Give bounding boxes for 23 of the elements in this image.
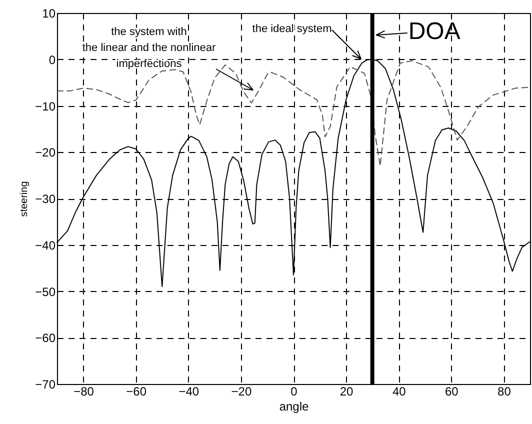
x-tick-label: −60 xyxy=(126,384,147,398)
y-axis-title: steering xyxy=(19,181,30,217)
y-tick-label: −30 xyxy=(35,192,56,206)
y-tick-label: −10 xyxy=(35,99,56,114)
y-tick-label: −40 xyxy=(35,238,56,252)
x-tick-label: −20 xyxy=(231,384,252,398)
x-tick-label: −80 xyxy=(74,384,94,398)
y-tick-label: 10 xyxy=(42,6,56,20)
annotation: the ideal system xyxy=(252,23,332,35)
x-tick-label: 20 xyxy=(340,384,354,398)
x-tick-label: 0 xyxy=(290,384,298,398)
ref-line-label: DOA xyxy=(408,18,460,45)
y-tick-label: −50 xyxy=(35,284,56,299)
y-tick-label: 0 xyxy=(48,52,56,67)
x-tick-label: −40 xyxy=(178,384,200,398)
y-tick-label: −20 xyxy=(35,146,56,160)
x-axis-title: angle xyxy=(279,400,309,414)
line-series xyxy=(56,60,530,167)
x-tick-label: 60 xyxy=(444,384,459,398)
y-tick-label: −60 xyxy=(35,331,56,346)
x-tick-label: 40 xyxy=(392,384,406,398)
x-tick-label: 80 xyxy=(498,384,512,398)
y-tick-label: −70 xyxy=(35,378,56,392)
